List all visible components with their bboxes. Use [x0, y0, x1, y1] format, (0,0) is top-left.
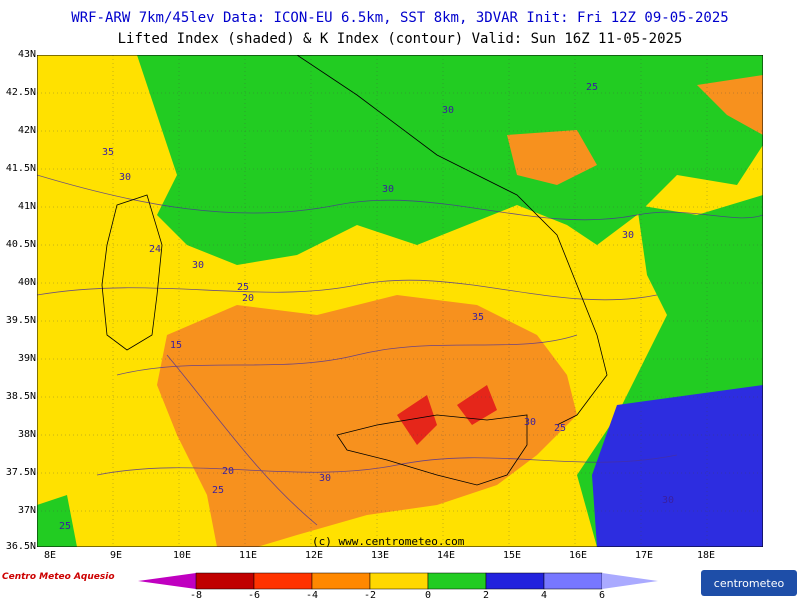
lon-label: 10E [172, 550, 192, 561]
colorbar-segment [311, 572, 371, 590]
lat-label: 43N [17, 49, 36, 60]
lat-label: 41.5N [5, 163, 36, 174]
lon-label: 11E [238, 550, 258, 561]
contour-label: 30 [442, 105, 454, 116]
lon-label: 17E [634, 550, 654, 561]
lon-label: 9E [109, 550, 123, 561]
lat-label: 38N [17, 429, 36, 440]
colorbar-segment [253, 572, 313, 590]
contour-label: 35 [102, 147, 114, 158]
coast-sardinia [101, 194, 163, 351]
colorbar-tick: 0 [424, 590, 432, 601]
lat-label: 40.5N [5, 239, 36, 250]
lat-label: 37.5N [5, 467, 36, 478]
contour-label: 30 [119, 172, 131, 183]
logo-centrometeo: centrometeo [701, 570, 797, 596]
lat-label: 39.5N [5, 315, 36, 326]
contour-label: 30 [319, 473, 331, 484]
contour-label: 30 [524, 417, 536, 428]
logo-centro-meteo-aquesio: Centro Meteo Aquesio [2, 572, 115, 582]
lat-label: 38.5N [5, 391, 36, 402]
lon-label: 14E [436, 550, 456, 561]
red-region-sicily [397, 395, 437, 445]
contour-label: 25 [554, 423, 566, 434]
lon-label: 13E [370, 550, 390, 561]
colorbar-segment [427, 572, 487, 590]
contour-label: 30 [662, 495, 674, 506]
header-title-line1: WRF-ARW 7km/45lev Data: ICON-EU 6.5km, S… [71, 10, 729, 26]
lat-label: 37N [17, 505, 36, 516]
copyright: (c) www.centrometeo.com [312, 535, 465, 547]
colorbar-segment [485, 572, 545, 590]
lon-label: 12E [304, 550, 324, 561]
colorbar-segment [543, 572, 603, 590]
colorbar-arrow-right [602, 573, 658, 589]
lat-label: 41N [17, 201, 36, 212]
colorbar-segment [195, 572, 255, 590]
contour-label: 25 [59, 521, 71, 532]
colorbar-tick: -4 [305, 590, 319, 601]
colorbar-tick: -6 [247, 590, 261, 601]
contour-label: 15 [170, 340, 182, 351]
contour-label: 25 [237, 282, 249, 293]
weather-map: 25 30 35 30 30 30 24 30 25 20 15 35 30 2… [37, 55, 763, 547]
colorbar-segment [369, 572, 429, 590]
lat-label: 36.5N [5, 541, 36, 552]
contour-label: 30 [382, 184, 394, 195]
lon-label: 18E [696, 550, 716, 561]
lat-label: 40N [17, 277, 36, 288]
lat-label: 39N [17, 353, 36, 364]
contour-label: 24 [149, 244, 161, 255]
lat-label: 42.5N [5, 87, 36, 98]
contour-label: 35 [472, 312, 484, 323]
coast-sicily [336, 414, 528, 486]
lat-label: 42N [17, 125, 36, 136]
lon-label: 8E [43, 550, 57, 561]
lifted-index-colorbar [138, 572, 658, 590]
green-region-north [137, 55, 763, 265]
colorbar-arrow-left [138, 573, 196, 589]
colorbar-tick: -8 [189, 590, 203, 601]
colorbar-tick: -2 [363, 590, 377, 601]
colorbar-tick: 4 [540, 590, 548, 601]
colorbar-tick: 2 [482, 590, 490, 601]
k-index-contours [37, 174, 763, 526]
contour-label: 25 [212, 485, 224, 496]
contour-label: 30 [622, 230, 634, 241]
lon-label: 15E [502, 550, 522, 561]
blue-region-sea [592, 385, 763, 547]
contour-label: 25 [586, 82, 598, 93]
header-title-line2: Lifted Index (shaded) & K Index (contour… [117, 31, 683, 47]
coast-italy [296, 55, 608, 426]
contour-label: 20 [242, 293, 254, 304]
contour-label: 30 [192, 260, 204, 271]
contour-label: 20 [222, 466, 234, 477]
colorbar-tick: 6 [598, 590, 606, 601]
lon-label: 16E [568, 550, 588, 561]
